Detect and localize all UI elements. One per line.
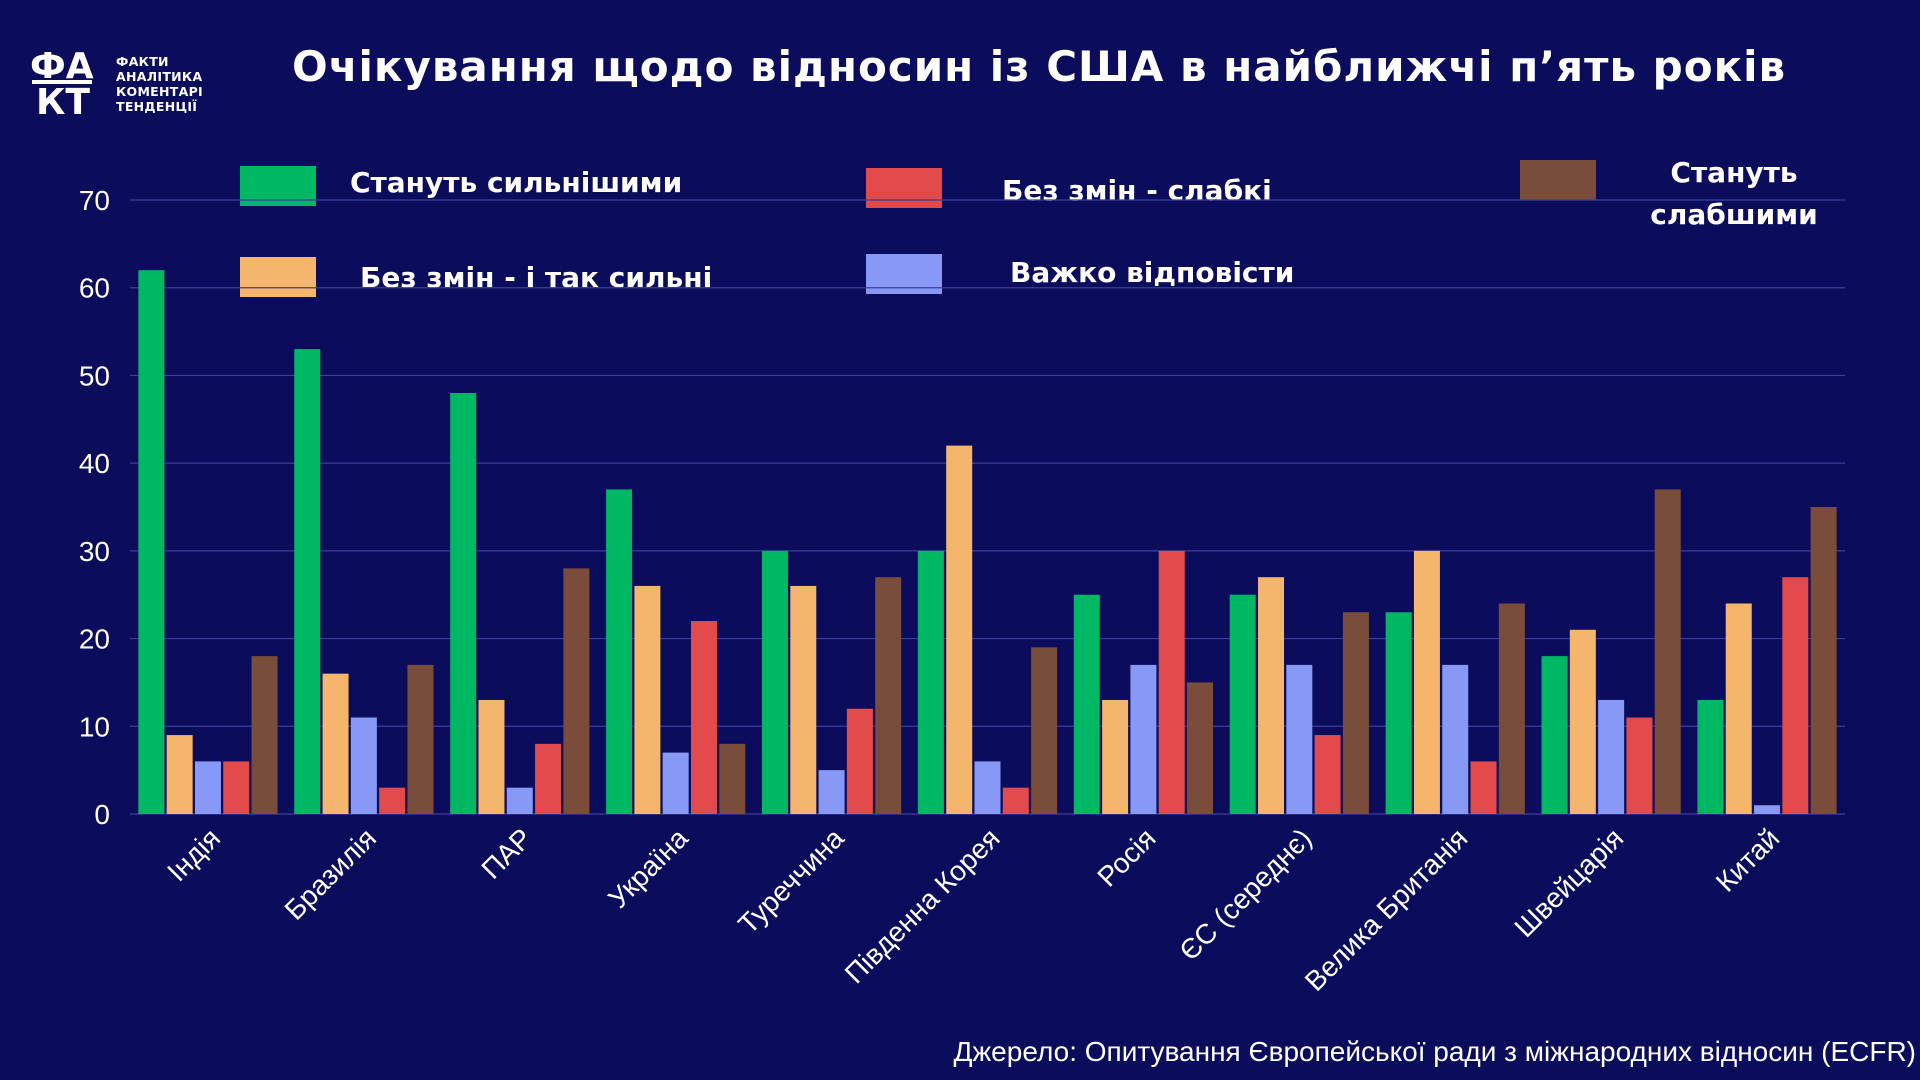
- bar-6-4: [1187, 682, 1214, 814]
- bar-4-2: [818, 770, 845, 814]
- legend-label-hard-to-say: Важко відповісти: [1010, 256, 1295, 289]
- brand-logo: ФА КТ ФАКТИ АНАЛІТИКА КОМЕНТАРІ ТЕНДЕНЦІ…: [28, 44, 228, 120]
- bar-5-2: [974, 761, 1001, 814]
- x-tick-label: Швейцарія: [1508, 822, 1629, 943]
- bar-5-0: [917, 550, 944, 814]
- bar-4-1: [790, 585, 817, 814]
- bar-9-1: [1569, 629, 1596, 814]
- bar-6-0: [1073, 594, 1100, 814]
- bar-7-1: [1258, 577, 1285, 814]
- bar-0-1: [166, 735, 193, 814]
- bar-0-2: [194, 761, 221, 814]
- legend-label-weaker: Стануть слабшими: [1650, 156, 1818, 231]
- bar-2-4: [563, 568, 590, 814]
- bar-1-0: [294, 349, 321, 814]
- bar-6-3: [1158, 550, 1185, 814]
- y-tick-label: 10: [79, 711, 110, 742]
- legend-swatch-no-change-weak: [866, 168, 942, 208]
- x-tick-label: ЄС (середнє): [1173, 822, 1317, 966]
- bar-7-4: [1342, 612, 1369, 814]
- bar-7-2: [1286, 664, 1313, 814]
- bar-2-2: [506, 787, 533, 814]
- legend-label-no-change-weak: Без змін - слабкі: [1002, 174, 1272, 207]
- bar-1-1: [322, 673, 349, 814]
- x-tick-label: Велика Британія: [1299, 822, 1474, 997]
- y-tick-label: 0: [94, 799, 110, 830]
- bar-3-4: [719, 743, 746, 814]
- logo-mark-bottom: КТ: [36, 82, 90, 116]
- logo-mark-icon: ФА КТ: [30, 46, 94, 116]
- x-tick-label: Туреччина: [732, 822, 850, 940]
- y-tick-label: 30: [79, 536, 110, 567]
- legend-swatch-no-change-strong: [240, 257, 316, 297]
- logo-word-1: ФАКТИ: [116, 54, 169, 69]
- y-tick-label: 20: [79, 624, 110, 655]
- x-tick-label: Південна Корея: [839, 822, 1006, 989]
- logo-word-3: КОМЕНТАРІ: [116, 84, 203, 99]
- bar-8-3: [1470, 761, 1497, 814]
- bar-3-0: [606, 489, 633, 814]
- legend-label-stronger: Стануть сильнішими: [350, 166, 683, 199]
- x-tick-label: Індія: [161, 822, 226, 887]
- bars: [138, 270, 1837, 815]
- legend-swatch-weaker: [1520, 160, 1596, 200]
- bar-1-4: [407, 664, 434, 814]
- logo-words: ФАКТИ АНАЛІТИКА КОМЕНТАРІ ТЕНДЕНЦІЇ: [116, 54, 203, 114]
- y-tick-label: 70: [79, 185, 110, 216]
- x-axis-ticks: Індія Бразилія ПАР Україна ТуреччинаПівденна…: [161, 822, 1785, 997]
- bar-5-3: [1002, 787, 1029, 814]
- bar-7-3: [1314, 735, 1341, 814]
- x-tick-label: Китай: [1710, 822, 1785, 897]
- source-note: Джерело: Опитування Європейської ради з …: [953, 1036, 1916, 1067]
- bar-0-3: [223, 761, 250, 814]
- bar-3-3: [690, 621, 717, 814]
- x-tick-label: Україна: [602, 822, 694, 914]
- bar-6-2: [1130, 664, 1157, 814]
- legend-swatch-stronger: [240, 166, 316, 206]
- bar-10-1: [1725, 603, 1752, 814]
- bar-0-4: [251, 656, 278, 814]
- bar-3-1: [634, 585, 661, 814]
- bar-5-4: [1031, 647, 1058, 814]
- bar-2-1: [478, 699, 505, 814]
- bar-6-1: [1102, 699, 1129, 814]
- bar-2-0: [450, 392, 477, 814]
- bar-10-2: [1754, 805, 1781, 814]
- logo-word-2: АНАЛІТИКА: [116, 69, 203, 84]
- bar-5-1: [946, 445, 973, 814]
- x-tick-label: ПАР: [475, 822, 538, 885]
- x-tick-label: Бразилія: [279, 822, 383, 926]
- bar-4-0: [761, 550, 788, 814]
- bar-3-2: [662, 752, 689, 814]
- bar-10-0: [1697, 699, 1724, 814]
- bar-8-4: [1498, 603, 1525, 814]
- logo-word-4: ТЕНДЕНЦІЇ: [116, 99, 198, 114]
- y-tick-label: 60: [79, 273, 110, 304]
- bar-9-2: [1598, 699, 1625, 814]
- y-axis-ticks: 0 10 20 30 40 50 60 70: [79, 185, 110, 830]
- bar-8-1: [1413, 550, 1440, 814]
- bar-9-4: [1654, 489, 1681, 814]
- bar-7-0: [1229, 594, 1256, 814]
- bar-1-2: [350, 717, 377, 814]
- bar-10-3: [1782, 577, 1809, 814]
- x-tick-label: Росія: [1091, 822, 1161, 892]
- bar-2-3: [535, 743, 562, 814]
- bar-0-0: [138, 270, 165, 815]
- bar-8-2: [1442, 664, 1469, 814]
- bar-4-4: [875, 577, 902, 814]
- bar-10-4: [1810, 507, 1837, 814]
- bar-1-3: [379, 787, 406, 814]
- legend-label-no-change-strong: Без змін - і так сильні: [360, 261, 713, 294]
- chart-title: Очікування щодо відносин із США в найбли…: [292, 42, 1787, 91]
- bar-4-3: [846, 708, 873, 814]
- y-tick-label: 40: [79, 448, 110, 479]
- bar-9-3: [1626, 717, 1653, 814]
- bar-8-0: [1385, 612, 1412, 814]
- bar-9-0: [1541, 656, 1568, 814]
- y-tick-label: 50: [79, 360, 110, 391]
